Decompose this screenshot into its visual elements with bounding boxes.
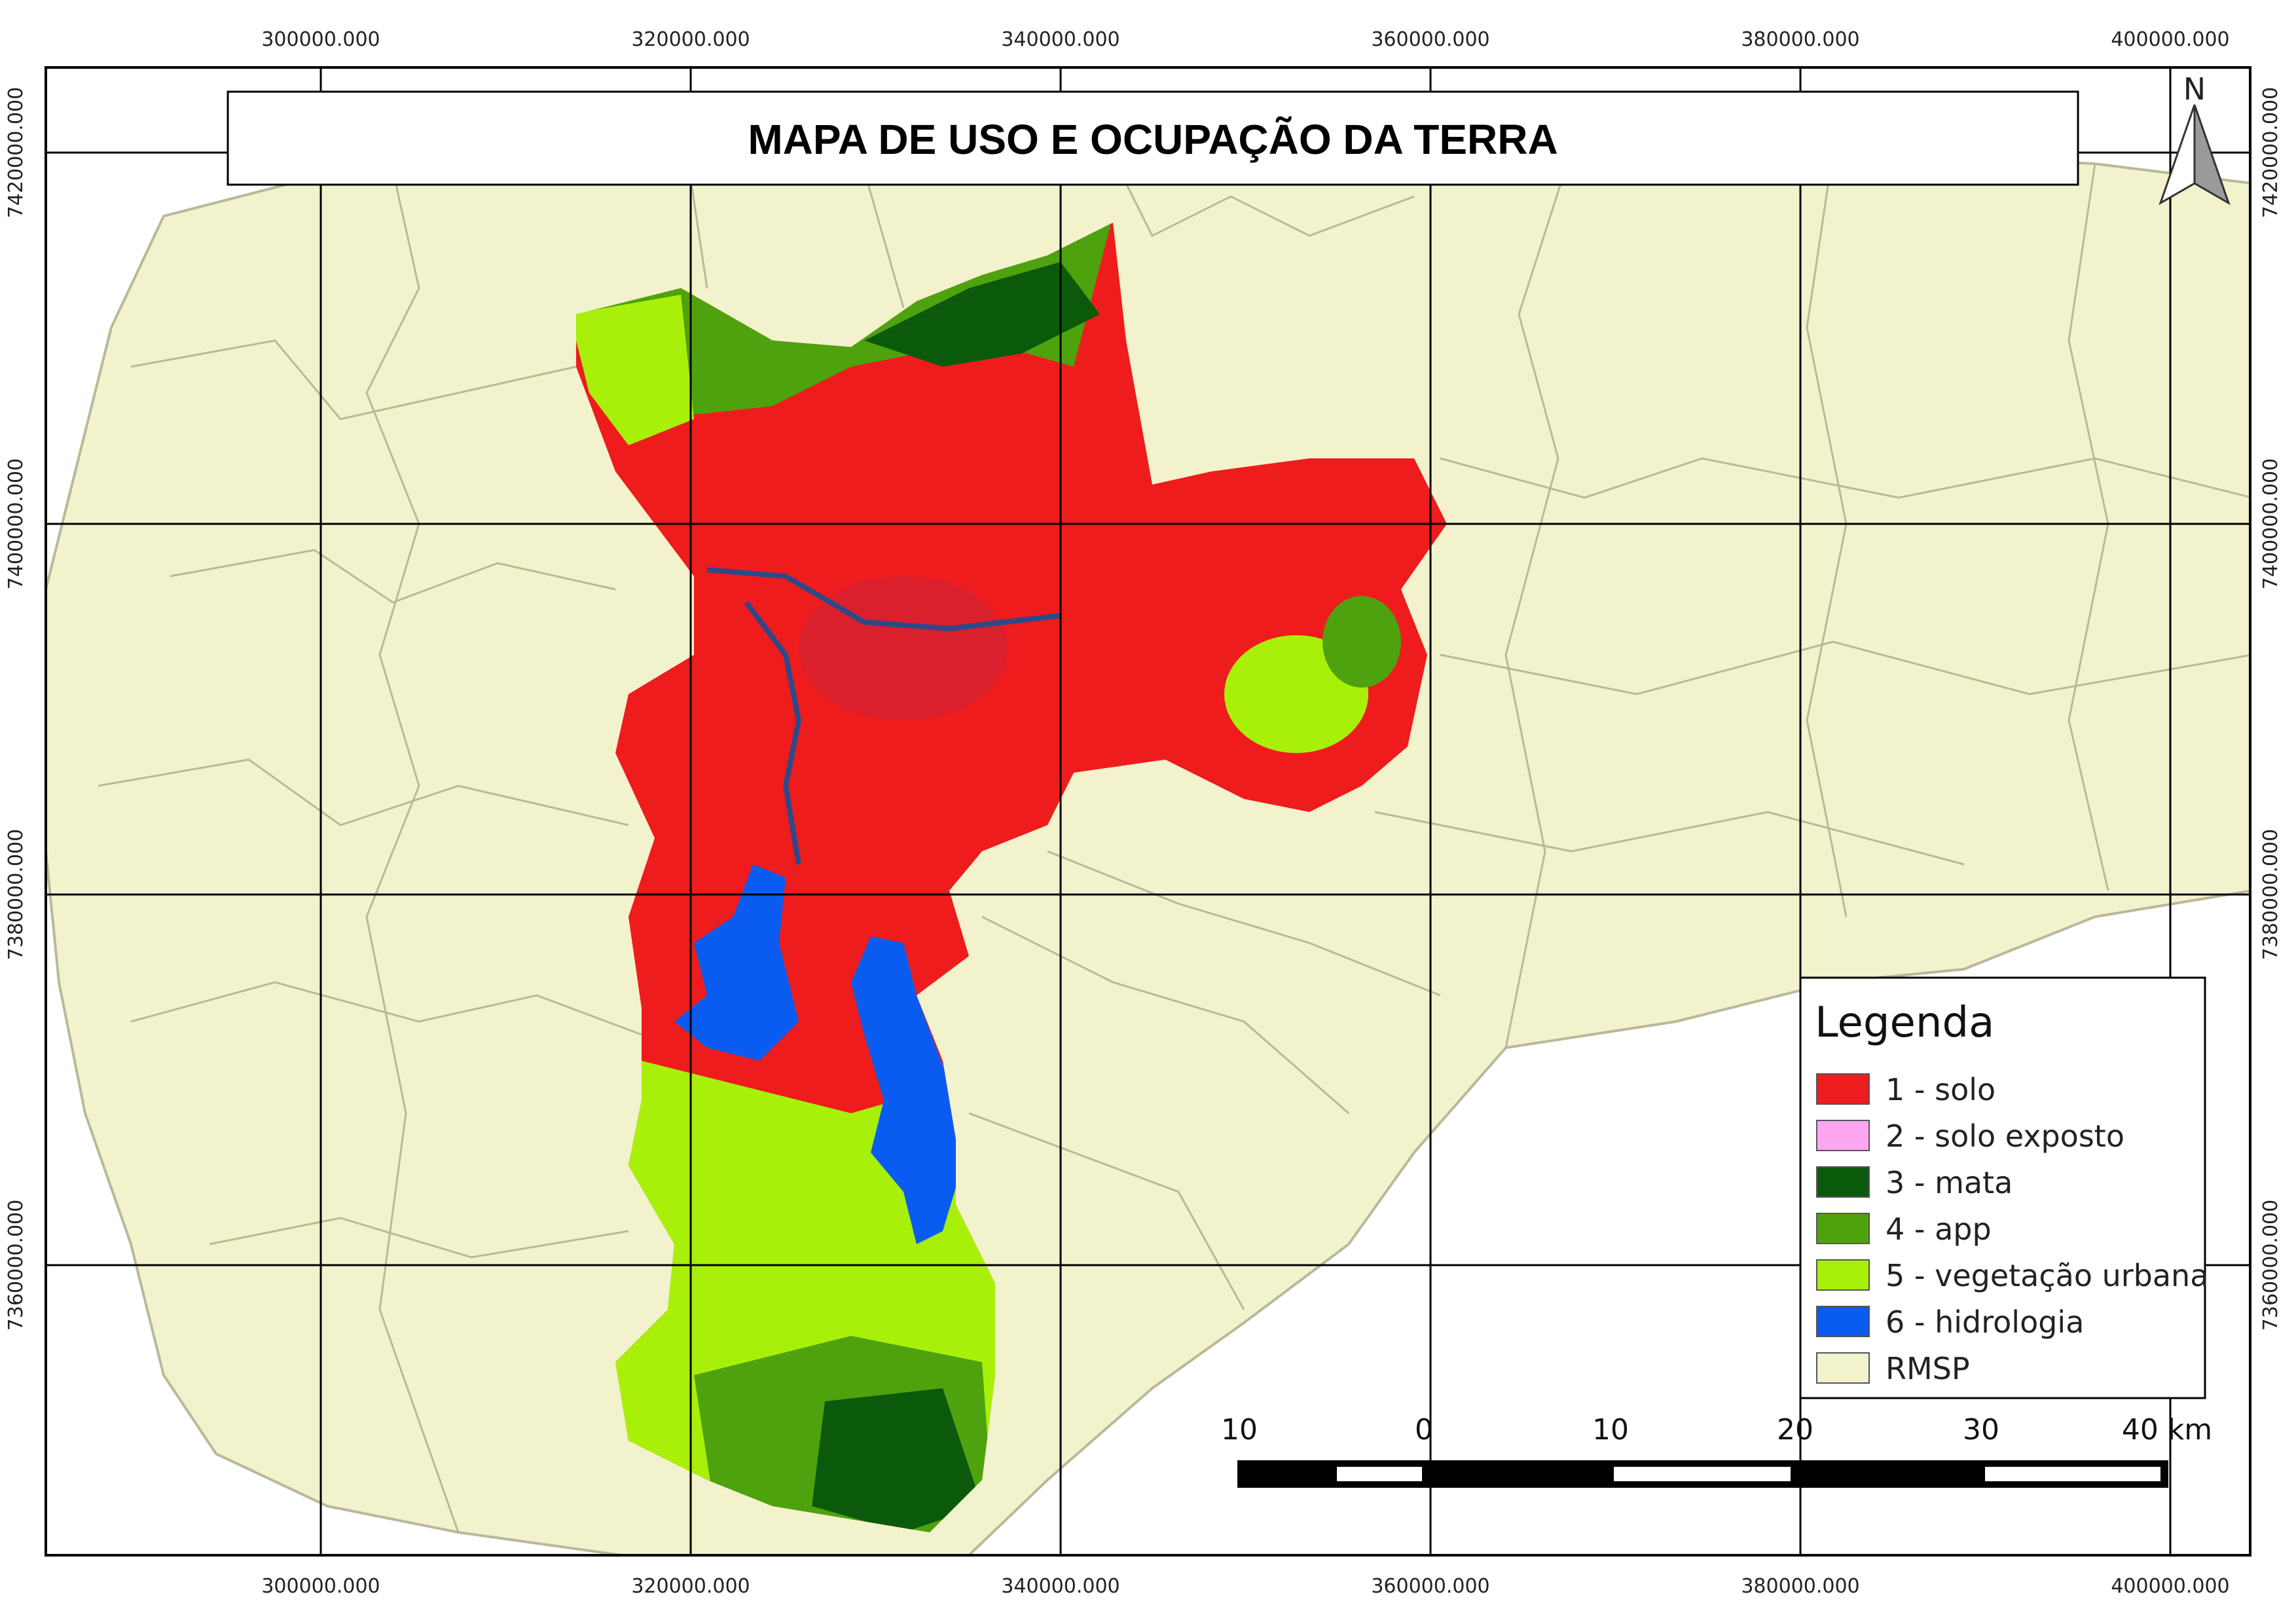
south-dense-forest (812, 1388, 982, 1532)
scale-label: 10 (1221, 1413, 1258, 1447)
urban-core (799, 576, 1008, 720)
legend-label: 2 - solo exposto (1886, 1118, 2124, 1154)
y-tick-label: 7360000.000 (2259, 1200, 2282, 1331)
legend-swatch (1816, 1120, 1870, 1151)
legend-swatch (1816, 1073, 1870, 1105)
legend-label: 6 - hidrologia (1886, 1304, 2084, 1340)
scale-label: 30 (1963, 1413, 1999, 1447)
legend-label: 4 - app (1886, 1211, 1992, 1247)
legend: Legenda 1 - solo 2 - solo exposto 3 - mata… (1799, 976, 2208, 1399)
legend-swatch (1816, 1213, 1870, 1244)
northwest-vegetation (576, 295, 694, 445)
map-frame (45, 66, 2251, 1557)
y-tick-label: 7360000.000 (5, 1200, 27, 1331)
y-tick-label: 7400000.000 (5, 458, 27, 589)
x-tick-label: 320000.000 (631, 28, 750, 51)
scale-label: 10 (1592, 1413, 1629, 1447)
legend-label: 3 - mata (1886, 1165, 2013, 1200)
north-arrow-icon: N (2159, 71, 2231, 206)
y-axis-labels-right: 7420000.000 7400000.000 7380000.000 7360… (2259, 87, 2282, 1331)
y-tick-label: 7380000.000 (5, 829, 27, 960)
reservoir-billings (851, 936, 962, 1244)
x-tick-label: 360000.000 (1371, 28, 1489, 51)
river-pinheiros (744, 600, 802, 865)
x-tick-label: 320000.000 (631, 1575, 750, 1598)
x-axis-labels-bottom: 300000.000 320000.000 340000.000 360000.… (261, 1575, 2229, 1598)
legend-label: 1 - solo (1886, 1072, 1995, 1107)
legend-label: 5 - vegetação urbana (1886, 1258, 2208, 1293)
x-tick-label: 380000.000 (1741, 28, 1859, 51)
legend-label: RMSP (1886, 1351, 1970, 1386)
scale-label: 20 (1777, 1413, 1813, 1447)
x-tick-label: 360000.000 (1371, 1575, 1489, 1598)
y-tick-label: 7420000.000 (2259, 87, 2282, 218)
x-tick-label: 300000.000 (261, 28, 380, 51)
scale-bar: 10 0 10 20 30 40 km (1221, 1413, 2212, 1488)
legend-swatch (1816, 1166, 1870, 1198)
y-tick-label: 7400000.000 (2259, 458, 2282, 589)
x-tick-label: 380000.000 (1741, 1575, 1859, 1598)
legend-swatch (1816, 1259, 1870, 1291)
reservoir-guarapiranga (674, 864, 799, 1061)
legend-swatch (1816, 1352, 1870, 1384)
scale-label: 40 km (2122, 1413, 2212, 1447)
east-green-patch (1322, 596, 1401, 688)
x-axis-labels-top: 300000.000 320000.000 340000.000 360000.… (261, 28, 2229, 51)
legend-title: Legenda (1815, 999, 1994, 1047)
scale-label: 0 (1415, 1413, 1433, 1447)
y-tick-label: 7380000.000 (2259, 829, 2282, 960)
x-tick-label: 400000.000 (2111, 1575, 2229, 1598)
x-tick-label: 340000.000 (1001, 1575, 1120, 1598)
river-tiete (706, 567, 1061, 632)
north-arrow-label: N (2183, 71, 2206, 107)
y-tick-label: 7420000.000 (5, 87, 27, 218)
north-forest (864, 262, 1100, 367)
map-title-box: MAPA DE USO E OCUPAÇÃO DA TERRA (227, 90, 2079, 186)
x-tick-label: 340000.000 (1001, 28, 1120, 51)
x-tick-label: 300000.000 (261, 1575, 380, 1598)
legend-swatch (1816, 1306, 1870, 1337)
map-title: MAPA DE USO E OCUPAÇÃO DA TERRA (748, 116, 1558, 163)
y-axis-labels-left: 7420000.000 7400000.000 7380000.000 7360… (5, 87, 27, 1331)
x-tick-label: 400000.000 (2111, 28, 2229, 51)
